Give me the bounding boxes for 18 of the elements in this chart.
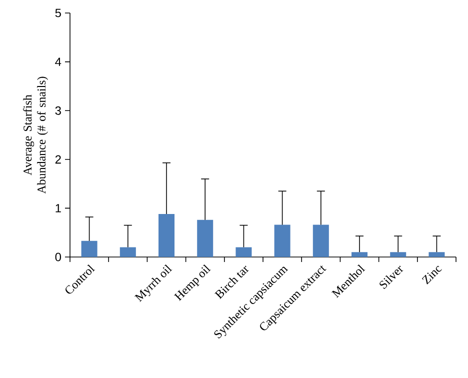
bar: [81, 240, 98, 257]
y-tick-label: 4: [55, 58, 62, 66]
bar: [120, 247, 136, 257]
bar: [158, 214, 175, 257]
bar: [352, 252, 368, 257]
bar: [274, 224, 290, 257]
bar: [236, 247, 252, 257]
y-tick-label: 0: [55, 252, 62, 262]
x-tick-label: Zinc: [422, 266, 442, 284]
bar: [312, 224, 329, 257]
y-tick-label: 2: [55, 155, 61, 164]
y-tick-label: 3: [55, 106, 61, 115]
y-tick-label: 1: [56, 204, 61, 212]
bar: [197, 220, 214, 257]
bar: [428, 252, 445, 257]
bar: [390, 252, 406, 257]
y-tick-label: 5: [55, 8, 61, 18]
y-axis-title: Average Starfish Abundance (# of snails): [23, 76, 48, 194]
